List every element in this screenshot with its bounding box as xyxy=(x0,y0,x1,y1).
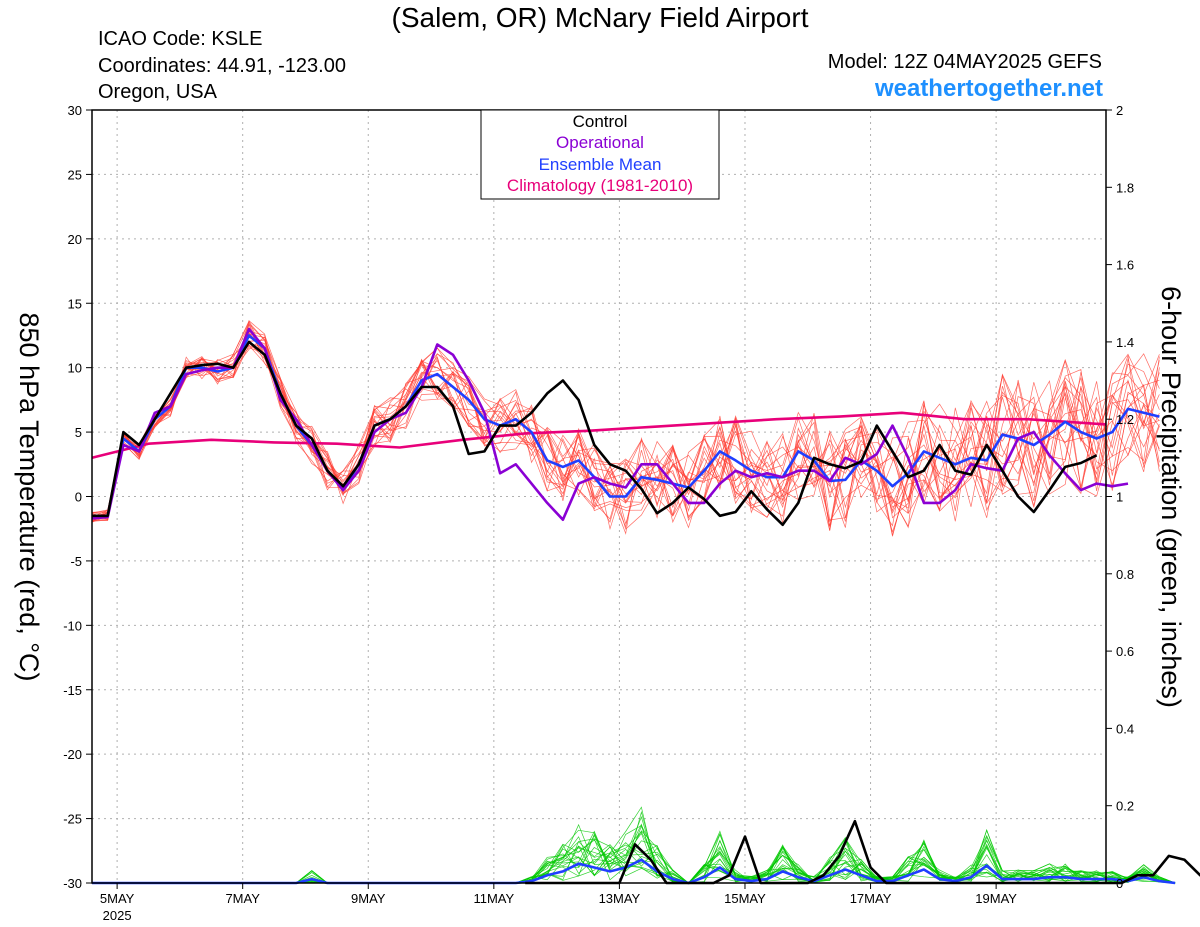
y-tick-label-left: -25 xyxy=(63,812,82,827)
grid xyxy=(92,110,1106,883)
y-tick-label-left: 15 xyxy=(68,296,82,311)
y-tick-label-right: 1 xyxy=(1116,490,1123,505)
temp-member-line xyxy=(91,320,1160,523)
temp-operational-line xyxy=(91,327,1129,521)
legend: Control Operational Ensemble Mean Climat… xyxy=(480,109,720,200)
temp-member-line xyxy=(91,321,1160,522)
temp-member-line xyxy=(91,330,1160,530)
legend-entry-climatology: Climatology (1981-2010) xyxy=(507,176,693,195)
x-tick-label: 7MAY xyxy=(225,891,260,906)
y-tick-label-left: 5 xyxy=(75,425,82,440)
legend-entry-control: Control xyxy=(573,112,628,131)
y-tick-label-right: 1.6 xyxy=(1116,258,1134,273)
series-lines xyxy=(91,327,1200,885)
temp-member-line xyxy=(91,339,1160,531)
y-tick-label-left: 0 xyxy=(75,490,82,505)
ensemble-members xyxy=(91,320,1176,884)
coordinates: Coordinates: 44.91, -123.00 xyxy=(98,55,346,77)
temp-member-line xyxy=(91,336,1160,529)
brand-link[interactable]: weathertogether.net xyxy=(874,75,1103,102)
y-tick-label-right: 0.2 xyxy=(1116,799,1134,814)
y-tick-label-right: 0.8 xyxy=(1116,567,1134,582)
x-tick-label: 15MAY xyxy=(724,891,766,906)
x-tick-label: 19MAY xyxy=(975,891,1017,906)
legend-box xyxy=(480,109,720,200)
y-tick-label-left: 10 xyxy=(68,361,82,376)
y-tick-label-left: 20 xyxy=(68,232,82,247)
y-tick-label-right: 0.6 xyxy=(1116,644,1134,659)
y-axis-label-left: 850 hPa Temperature (red, °C) xyxy=(14,313,44,682)
precip-ensemble-mean-line xyxy=(92,858,1176,885)
axes: 302520151050-5-10-15-20-25-3021.81.61.41… xyxy=(63,103,1134,923)
y-tick-label-right: 1.4 xyxy=(1116,335,1134,350)
y-tick-label-right: 1.2 xyxy=(1116,412,1134,427)
temp-member-line xyxy=(91,323,1160,524)
y-tick-label-left: -5 xyxy=(70,554,82,569)
x-tick-label: 11MAY xyxy=(473,891,514,906)
y-tick-label-right: 0 xyxy=(1116,876,1123,891)
temp-member-line xyxy=(91,333,1160,537)
y-tick-label-left: -20 xyxy=(63,747,82,762)
model-run: Model: 12Z 04MAY2025 GEFS xyxy=(827,51,1102,73)
x-tick-label: 17MAY xyxy=(850,891,892,906)
temp-member-line xyxy=(91,342,1160,527)
temp-ensemble-mean-line xyxy=(91,334,1160,519)
y-tick-label-right: 0.4 xyxy=(1116,721,1134,736)
x-tick-label: 5MAY xyxy=(100,891,135,906)
temp-control-line xyxy=(92,340,1098,527)
x-tick-label: 13MAY xyxy=(599,891,641,906)
y-tick-label-left: -15 xyxy=(63,683,82,698)
temp-member-line xyxy=(91,344,1160,528)
y-tick-label-left: 25 xyxy=(68,167,82,182)
y-tick-label-left: -30 xyxy=(63,876,82,891)
y-axis-label-right: 6-hour Precipitation (green, inches) xyxy=(1156,286,1186,708)
temp-member-line xyxy=(91,323,1160,523)
legend-entry-operational: Operational xyxy=(556,133,644,152)
y-tick-label-left: -10 xyxy=(63,618,82,633)
legend-entry-ensemble-mean: Ensemble Mean xyxy=(539,155,662,174)
y-tick-label-right: 2 xyxy=(1116,103,1123,118)
location: Oregon, USA xyxy=(98,81,217,103)
chart-title: (Salem, OR) McNary Field Airport xyxy=(391,2,809,33)
y-tick-label-left: 30 xyxy=(68,103,82,118)
y-tick-label-right: 1.8 xyxy=(1116,180,1134,195)
icao-code: ICAO Code: KSLE xyxy=(98,28,263,50)
x-tick-label: 9MAY xyxy=(351,891,386,906)
x-tick-sublabel: 2025 xyxy=(103,908,132,923)
